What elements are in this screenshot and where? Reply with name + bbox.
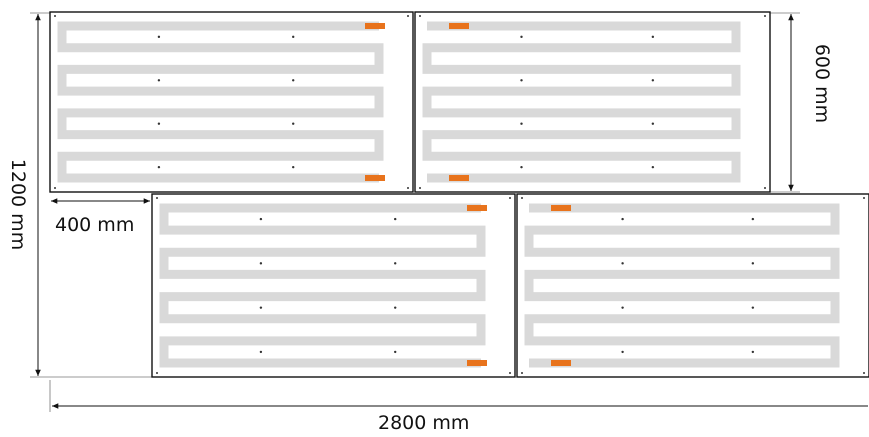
panel-outline bbox=[516, 193, 869, 378]
corner-dot bbox=[863, 197, 865, 199]
hole-dot bbox=[520, 35, 523, 39]
hole-dot bbox=[751, 350, 755, 354]
hole-dot bbox=[259, 350, 263, 354]
connector-pad-bottom bbox=[365, 175, 385, 181]
hole-dot bbox=[157, 79, 161, 82]
hole-dot bbox=[651, 122, 655, 125]
heating-trace bbox=[159, 203, 486, 368]
corner-dot bbox=[419, 187, 421, 189]
hole-dot bbox=[292, 165, 295, 169]
corner-dot bbox=[54, 15, 56, 17]
corner-dot bbox=[863, 372, 865, 374]
hole-dot bbox=[259, 217, 263, 221]
hole-dot bbox=[520, 122, 523, 125]
corner-dot bbox=[764, 15, 766, 17]
hole-dot bbox=[394, 262, 397, 265]
panel-bottom-right bbox=[516, 193, 869, 378]
connector-pad-top bbox=[365, 23, 385, 29]
hole-dot bbox=[651, 35, 655, 39]
hole-dot bbox=[751, 262, 755, 265]
corner-dot bbox=[419, 15, 421, 17]
panel-outline bbox=[151, 193, 516, 378]
connector-pad-bottom bbox=[551, 360, 571, 366]
hole-dot bbox=[157, 35, 161, 39]
heating-trace bbox=[422, 21, 741, 183]
mounting-holes bbox=[54, 15, 409, 189]
corner-dot bbox=[407, 187, 409, 189]
corner-dot bbox=[509, 372, 511, 374]
corner-dot bbox=[407, 15, 409, 17]
corner-dot bbox=[764, 187, 766, 189]
mounting-holes bbox=[156, 197, 511, 374]
connector-pad-top bbox=[467, 205, 487, 211]
hole-dot bbox=[651, 79, 655, 82]
panel-top-left bbox=[49, 11, 414, 193]
dimension-label-panel-height: 600 mm bbox=[811, 43, 834, 124]
heating-trace bbox=[57, 21, 384, 183]
connector-pad-bottom bbox=[449, 175, 469, 181]
hole-dot bbox=[651, 165, 655, 169]
corner-dot bbox=[156, 197, 158, 199]
hole-dot bbox=[259, 306, 263, 309]
panel-outline bbox=[414, 11, 771, 193]
hole-dot bbox=[621, 217, 624, 221]
mounting-holes bbox=[419, 15, 766, 189]
dimension-lines bbox=[30, 12, 800, 412]
corner-dot bbox=[521, 372, 523, 374]
connector-pad-top bbox=[551, 205, 571, 211]
dimension-label-width: 2800 mm bbox=[378, 412, 470, 434]
hole-dot bbox=[157, 165, 161, 169]
hole-dot bbox=[259, 262, 263, 265]
hole-dot bbox=[520, 165, 523, 169]
dimension-label-height: 1200 mm bbox=[7, 158, 30, 251]
panel-outline bbox=[49, 11, 414, 193]
corner-dot bbox=[509, 197, 511, 199]
hole-dot bbox=[621, 262, 624, 265]
hole-dot bbox=[520, 79, 523, 82]
corner-dot bbox=[54, 187, 56, 189]
heating-trace bbox=[524, 203, 840, 368]
hole-dot bbox=[292, 122, 295, 125]
hole-dot bbox=[394, 350, 397, 354]
panel-bottom-left bbox=[151, 193, 516, 378]
hole-dot bbox=[621, 306, 624, 309]
connector-pad-bottom bbox=[467, 360, 487, 366]
corner-dot bbox=[521, 197, 523, 199]
hole-dot bbox=[394, 217, 397, 221]
hole-dot bbox=[157, 122, 161, 125]
panel-top-right bbox=[414, 11, 771, 193]
hole-dot bbox=[751, 217, 755, 221]
dimension-label-offset: 400 mm bbox=[55, 214, 135, 236]
hole-dot bbox=[621, 350, 624, 354]
hole-dot bbox=[292, 79, 295, 82]
hole-dot bbox=[751, 306, 755, 309]
hole-dot bbox=[394, 306, 397, 309]
connector-pad-top bbox=[449, 23, 469, 29]
mounting-holes bbox=[521, 197, 865, 374]
corner-dot bbox=[156, 372, 158, 374]
hole-dot bbox=[292, 35, 295, 39]
